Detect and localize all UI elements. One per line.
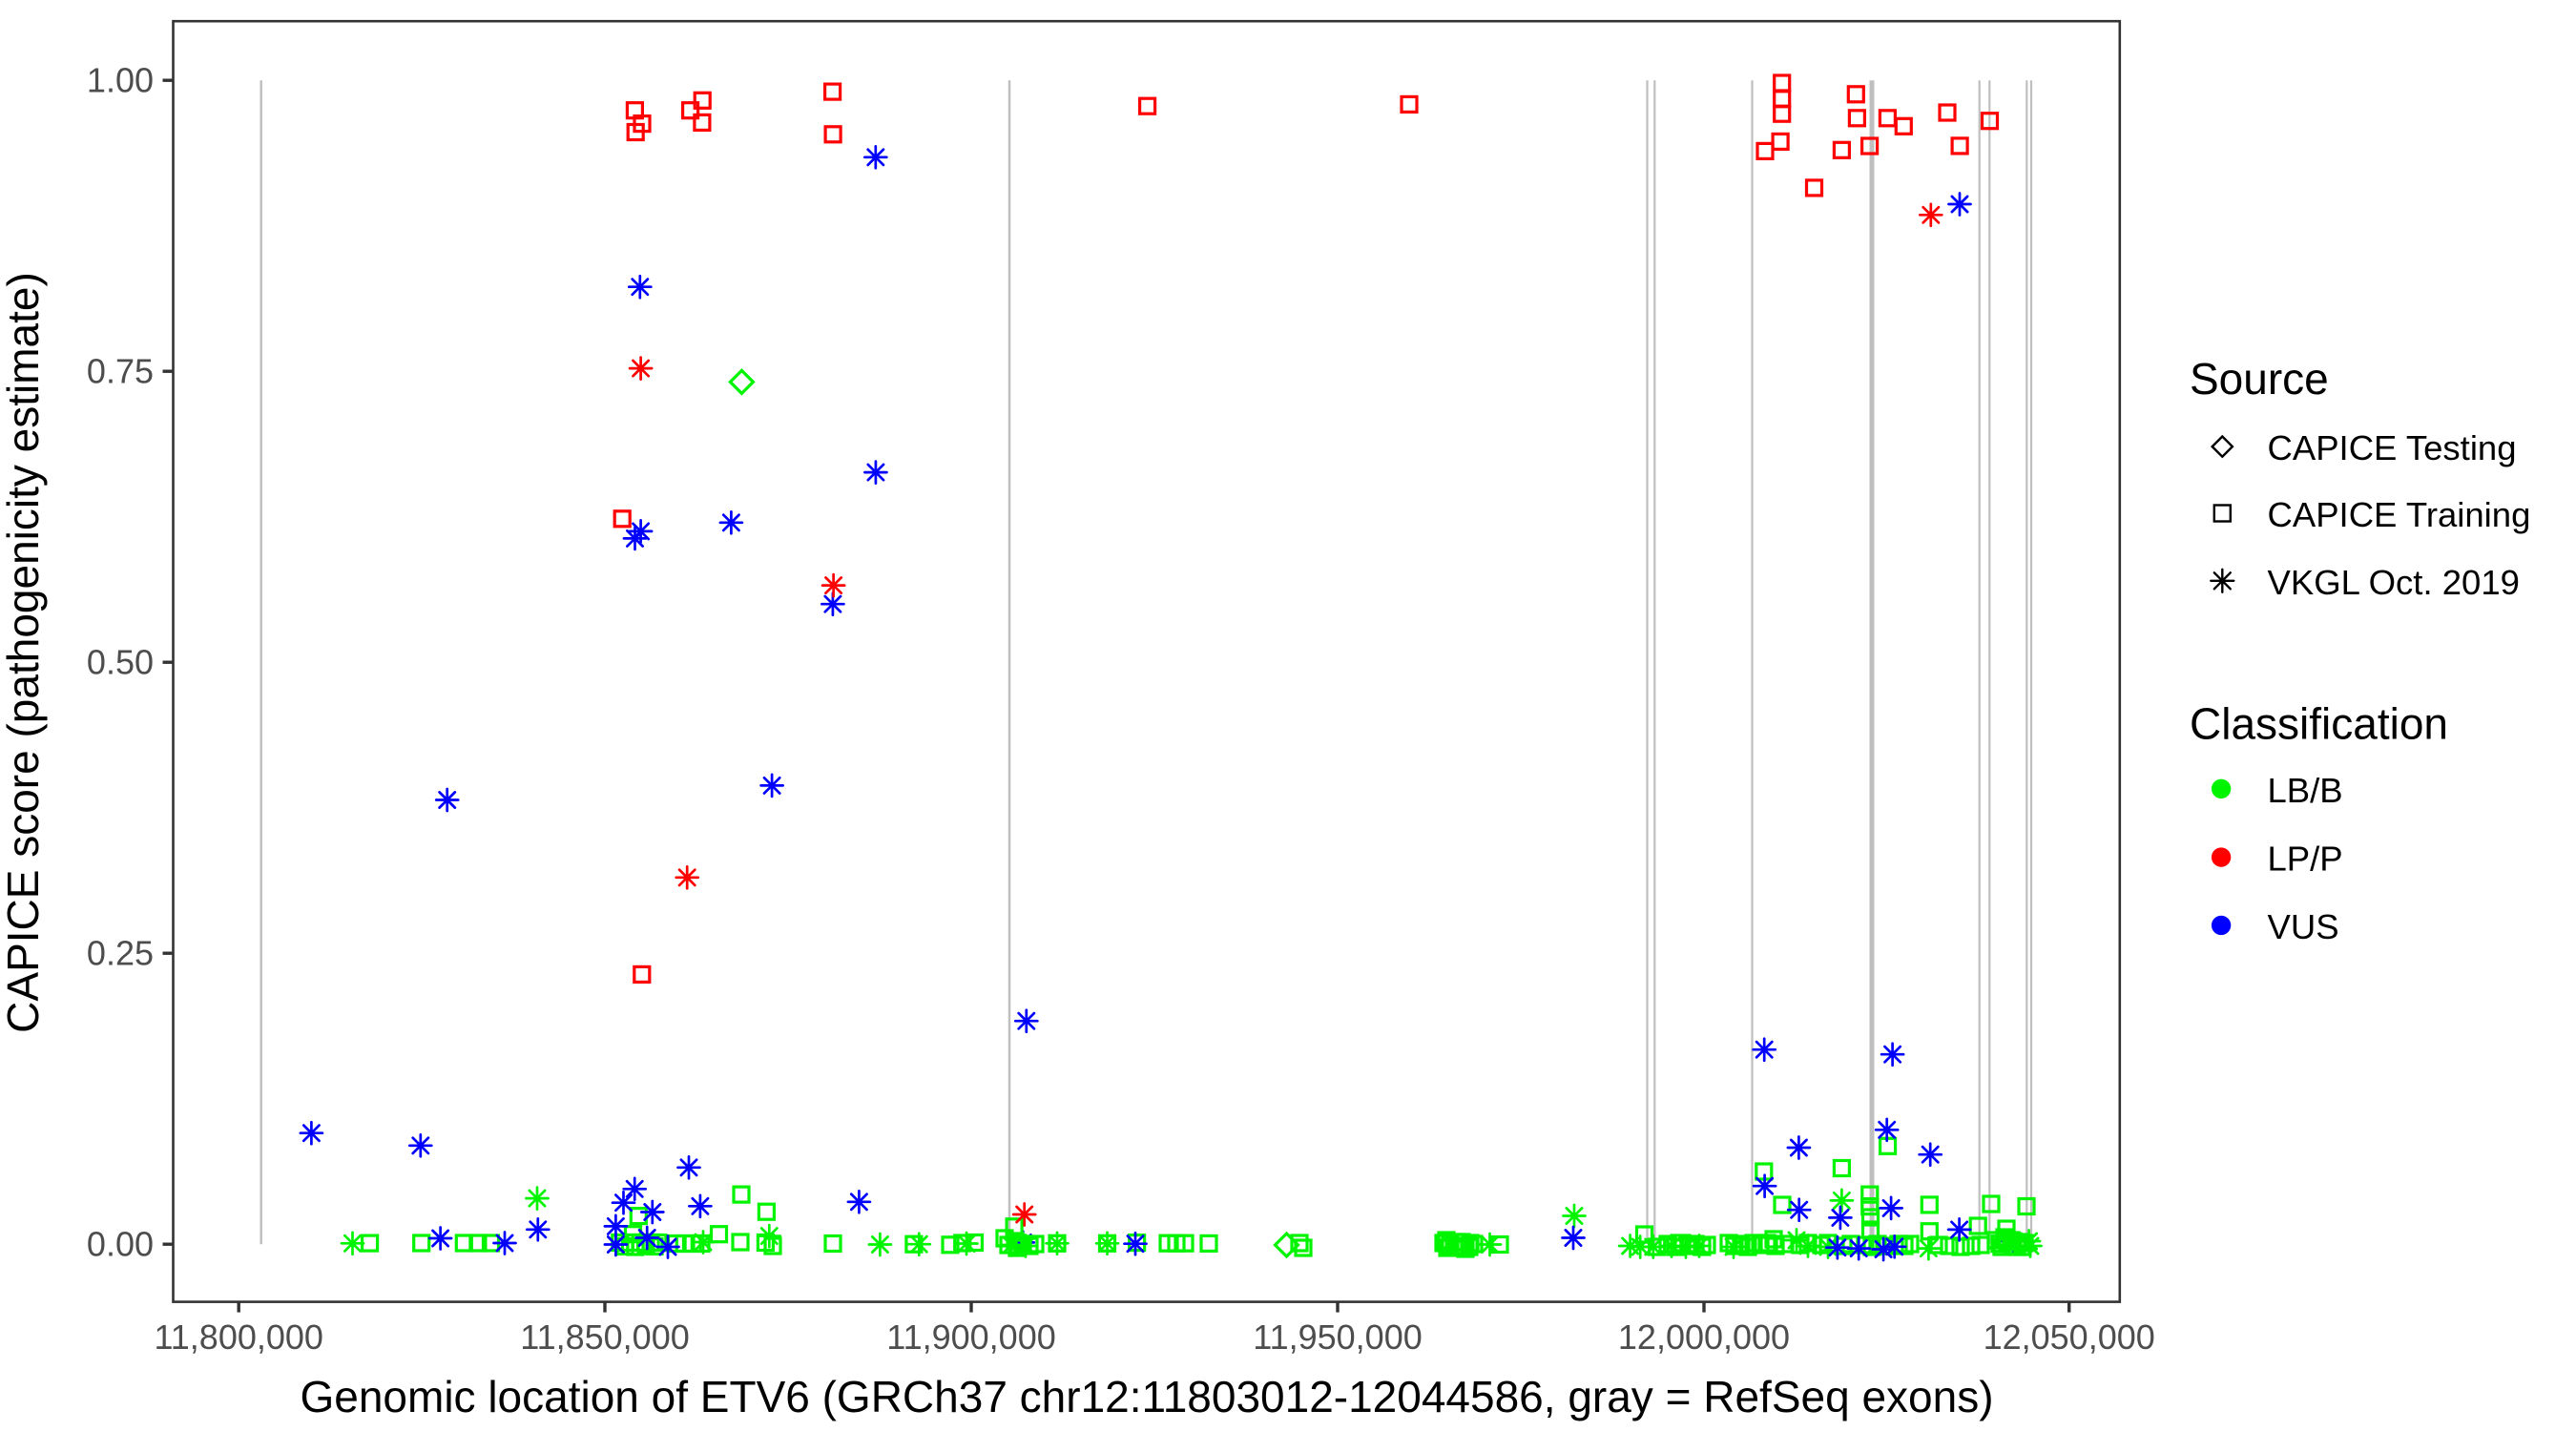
svg-text:0.00: 0.00 (87, 1225, 154, 1264)
svg-text:1.00: 1.00 (87, 61, 154, 100)
svg-text:Classification: Classification (2190, 699, 2448, 749)
svg-text:CAPICE score (pathogenicity es: CAPICE score (pathogenicity estimate) (0, 272, 48, 1033)
svg-text:VKGL Oct. 2019: VKGL Oct. 2019 (2268, 563, 2520, 602)
svg-text:11,800,000: 11,800,000 (154, 1317, 323, 1357)
svg-text:CAPICE Training: CAPICE Training (2268, 495, 2531, 534)
svg-text:Source: Source (2190, 354, 2329, 404)
svg-text:VUS: VUS (2268, 907, 2339, 946)
svg-text:0.25: 0.25 (87, 934, 154, 973)
svg-text:11,900,000: 11,900,000 (886, 1317, 1056, 1357)
svg-text:12,050,000: 12,050,000 (1984, 1317, 2155, 1357)
svg-text:12,000,000: 12,000,000 (1618, 1317, 1790, 1357)
svg-text:CAPICE Testing: CAPICE Testing (2268, 428, 2517, 467)
svg-text:11,950,000: 11,950,000 (1253, 1317, 1423, 1357)
svg-text:11,850,000: 11,850,000 (520, 1317, 690, 1357)
svg-text:0.75: 0.75 (87, 352, 154, 391)
svg-text:LP/P: LP/P (2268, 840, 2343, 879)
svg-text:Genomic location of ETV6 (GRCh: Genomic location of ETV6 (GRCh37 chr12:1… (300, 1372, 1993, 1421)
svg-text:0.50: 0.50 (87, 643, 154, 682)
svg-text:LB/B: LB/B (2268, 771, 2343, 810)
